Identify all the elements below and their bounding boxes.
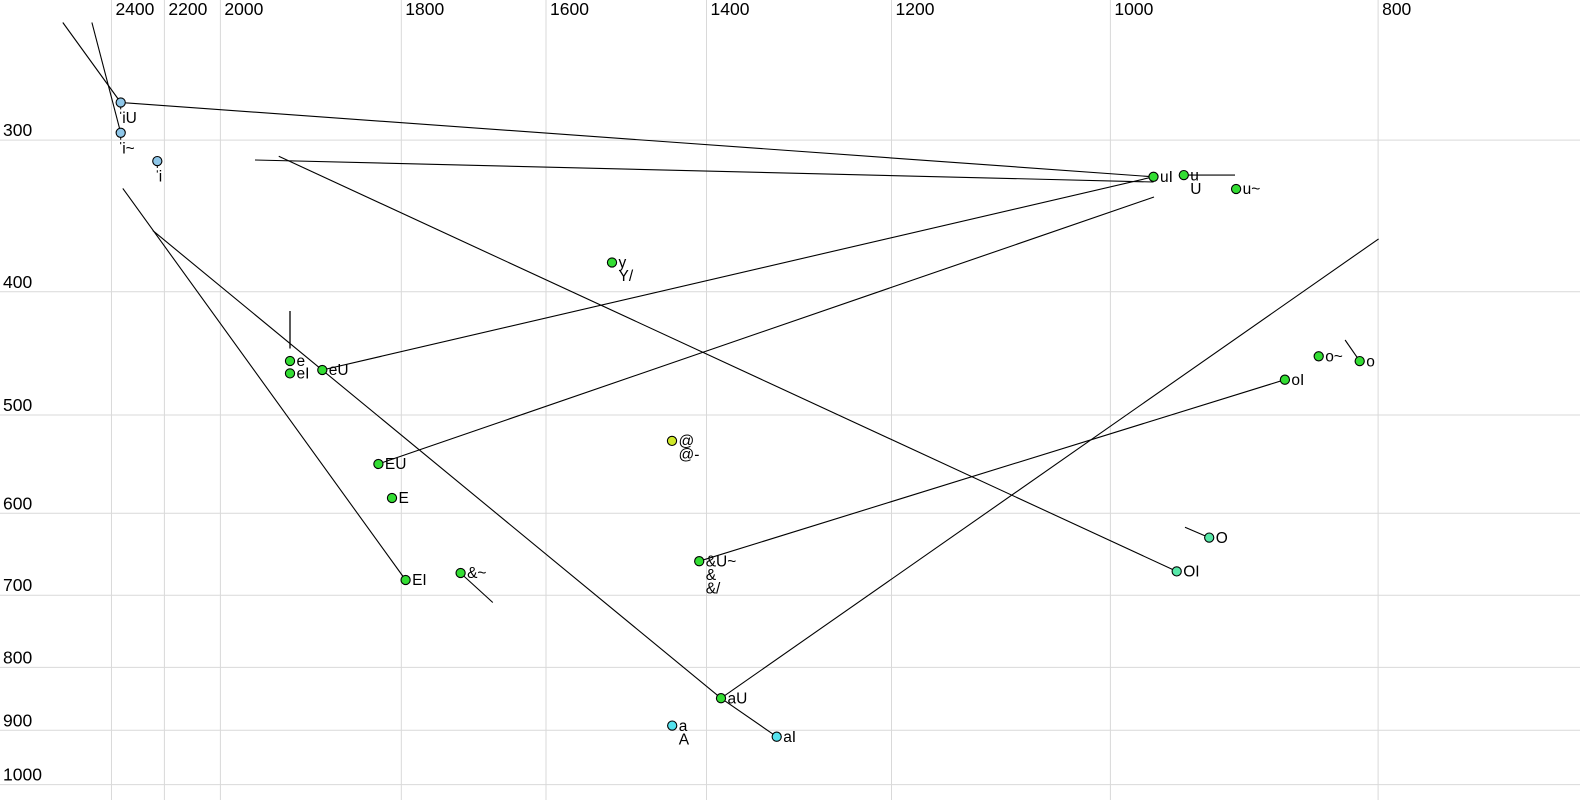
- svg-text:1400: 1400: [711, 0, 750, 19]
- svg-text:300: 300: [3, 120, 32, 140]
- svg-text:800: 800: [3, 647, 32, 667]
- svg-text:iU: iU: [122, 110, 137, 127]
- svg-text:2200: 2200: [168, 0, 207, 19]
- svg-text:1000: 1000: [3, 765, 42, 785]
- svg-text:eI: eI: [297, 366, 310, 383]
- svg-text:u~: u~: [1243, 181, 1261, 198]
- svg-text:1800: 1800: [405, 0, 444, 19]
- svg-text:oI: oI: [1291, 372, 1304, 389]
- svg-text:aU: aU: [728, 690, 748, 707]
- svg-text:500: 500: [3, 395, 32, 415]
- svg-text:400: 400: [3, 272, 32, 292]
- svg-text:aI: aI: [783, 729, 796, 746]
- svg-text:i~: i~: [122, 140, 135, 157]
- svg-text:E: E: [399, 490, 409, 507]
- svg-text:o: o: [1366, 353, 1375, 370]
- svg-text:2400: 2400: [115, 0, 154, 19]
- svg-text:700: 700: [3, 575, 32, 595]
- svg-text:EI: EI: [412, 572, 427, 589]
- svg-text:eU: eU: [329, 362, 349, 379]
- svg-text:U: U: [1190, 181, 1201, 198]
- svg-text:&~: &~: [467, 565, 486, 582]
- svg-text:600: 600: [3, 493, 32, 513]
- svg-text:A: A: [679, 731, 690, 748]
- svg-text:i: i: [159, 169, 162, 186]
- svg-text:&/: &/: [706, 580, 721, 597]
- svg-text:1200: 1200: [896, 0, 935, 19]
- svg-text:Y/: Y/: [619, 268, 634, 285]
- svg-text:OI: OI: [1183, 564, 1199, 581]
- svg-text:1600: 1600: [550, 0, 589, 19]
- svg-text:2000: 2000: [224, 0, 263, 19]
- svg-text:800: 800: [1382, 0, 1411, 19]
- svg-text:900: 900: [3, 710, 32, 730]
- svg-text:O: O: [1216, 530, 1228, 547]
- svg-text:uI: uI: [1160, 169, 1173, 186]
- svg-text:@-: @-: [679, 447, 700, 464]
- svg-text:1000: 1000: [1114, 0, 1153, 19]
- svg-text:EU: EU: [385, 456, 407, 473]
- svg-text:o~: o~: [1325, 349, 1343, 366]
